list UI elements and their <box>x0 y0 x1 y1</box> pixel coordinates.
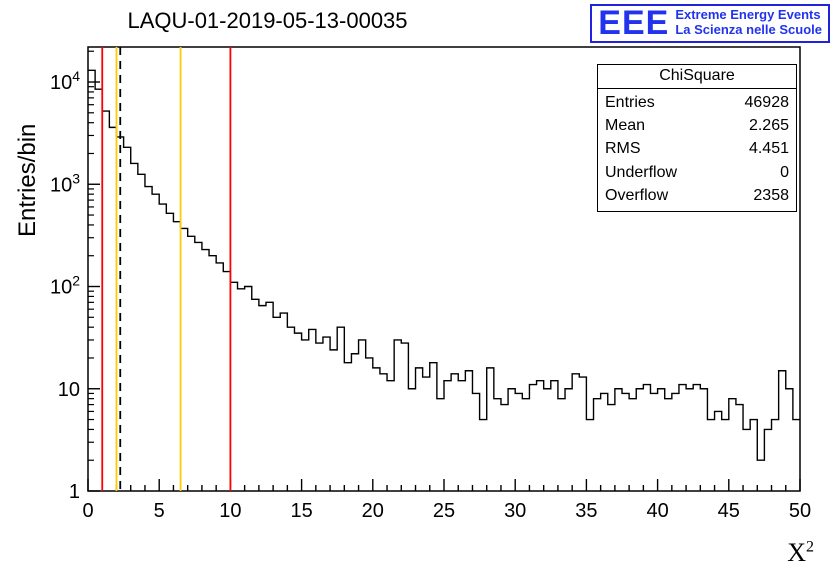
x-tick-label: 30 <box>504 500 526 522</box>
x-tick-label: 40 <box>646 500 668 522</box>
eee-logo-acronym: EEE <box>598 4 670 42</box>
y-tick-label: 103 <box>50 170 80 196</box>
eee-logo-line1: Extreme Energy Events <box>675 7 821 23</box>
stats-label: Overflow <box>605 186 669 204</box>
y-tick-label: 104 <box>50 68 80 94</box>
stats-label: Underflow <box>605 163 678 181</box>
x-tick-label: 0 <box>82 500 93 522</box>
stats-row-entries: Entries 46928 <box>605 91 789 114</box>
x-tick-label: 20 <box>362 500 384 522</box>
y-axis-label: Entries/bin <box>14 123 41 237</box>
x-axis-label-base: X <box>787 538 806 567</box>
x-tick-label: 15 <box>290 500 312 522</box>
x-axis-ticks: 0 5 10 15 20 25 30 35 40 45 50 <box>82 479 811 522</box>
stats-label: Mean <box>605 117 646 135</box>
page-title: LAQU-01-2019-05-13-00035 <box>127 8 408 33</box>
stats-row-rms: RMS 4.451 <box>605 137 789 160</box>
eee-logo-text: Extreme Energy Events La Scienza nelle S… <box>675 7 822 38</box>
eee-logo-line2: La Scienza nelle Scuole <box>675 22 822 38</box>
stats-row-underflow: Underflow 0 <box>605 161 789 184</box>
stats-value: 4.451 <box>748 140 789 158</box>
stats-box: ChiSquare Entries 46928 Mean 2.265 RMS 4… <box>597 64 797 212</box>
marker-lines <box>101 47 232 491</box>
stats-value: 2358 <box>753 186 789 204</box>
x-tick-label: 5 <box>154 500 165 522</box>
stats-box-rows: Entries 46928 Mean 2.265 RMS 4.451 Under… <box>598 89 796 211</box>
x-axis-label-exponent: 2 <box>806 538 814 556</box>
x-tick-label: 50 <box>789 500 811 522</box>
x-tick-label: 10 <box>219 500 241 522</box>
y-tick-label: 102 <box>50 273 80 299</box>
stats-row-mean: Mean 2.265 <box>605 114 789 137</box>
histogram-step-line <box>88 69 800 461</box>
stats-label: Entries <box>605 94 655 111</box>
stats-label: RMS <box>605 140 641 158</box>
x-tick-label: 25 <box>433 500 455 522</box>
y-tick-label: 10 <box>58 379 80 401</box>
x-tick-label: 45 <box>718 500 740 522</box>
x-tick-label: 35 <box>575 500 597 522</box>
stats-box-title: ChiSquare <box>598 65 796 89</box>
y-tick-label: 1 <box>69 481 80 503</box>
stats-row-overflow: Overflow 2358 <box>605 184 789 207</box>
eee-logo: EEE Extreme Energy Events La Scienza nel… <box>590 4 830 44</box>
stats-value: 2.265 <box>748 117 789 135</box>
y-axis-ticks: 1 10 102 103 104 <box>50 50 100 503</box>
stats-value: 46928 <box>744 94 790 111</box>
x-axis-label: X2 <box>787 538 814 568</box>
stats-value: 0 <box>780 163 789 181</box>
